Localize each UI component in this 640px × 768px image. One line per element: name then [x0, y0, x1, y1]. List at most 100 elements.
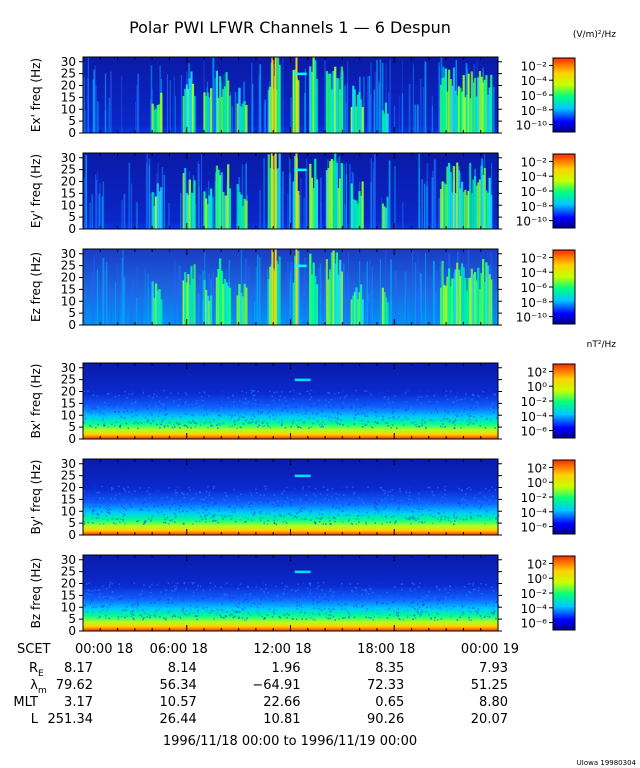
- time-tick-label: 06:00 18: [150, 642, 208, 657]
- noise-speckle: [381, 415, 384, 418]
- noise-speckle: [407, 614, 409, 617]
- noise-speckle: [293, 497, 295, 500]
- noise-speckle: [143, 612, 145, 614]
- spectrum-streak: [83, 286, 86, 325]
- noise-speckle: [192, 582, 194, 584]
- noise-speckle: [266, 401, 269, 403]
- noise-speckle: [176, 491, 178, 494]
- spectrum-streak: [212, 197, 214, 229]
- noise-speckle: [355, 604, 358, 606]
- noise-speckle: [420, 402, 422, 405]
- noise-speckle: [456, 515, 459, 518]
- noise-speckle: [137, 489, 139, 492]
- noise-speckle: [347, 411, 349, 414]
- noise-speckle: [496, 412, 498, 414]
- noise-speckle: [380, 592, 383, 595]
- noise-speckle: [249, 492, 252, 494]
- spectrum-burst: [334, 263, 337, 325]
- noise-speckle: [128, 487, 131, 490]
- noise-speckle: [464, 586, 466, 588]
- spectrum-burst: [208, 300, 211, 325]
- noise-speckle: [171, 519, 174, 521]
- spectrum-spike: [271, 249, 274, 325]
- noise-speckle: [226, 410, 229, 412]
- noise-speckle: [261, 510, 263, 512]
- spectrum-streak: [174, 95, 176, 133]
- noise-speckle: [261, 411, 264, 413]
- noise-speckle: [472, 582, 475, 584]
- noise-speckle: [265, 486, 268, 488]
- y-tick-label: 0: [68, 126, 76, 140]
- noise-speckle: [312, 599, 314, 602]
- noise-speckle: [468, 400, 471, 403]
- noise-speckle: [92, 512, 94, 515]
- noise-speckle: [207, 596, 209, 598]
- spectrum-streak: [425, 252, 427, 325]
- noise-speckle: [229, 596, 232, 599]
- spectrum-burst: [457, 170, 460, 229]
- noise-speckle: [287, 588, 289, 590]
- noise-speckle: [286, 616, 288, 619]
- spectrum-burst: [215, 70, 219, 133]
- spectrum-streak: [163, 175, 165, 229]
- noise-speckle: [221, 390, 223, 392]
- spectrum-streak: [197, 293, 200, 325]
- noise-speckle: [133, 589, 136, 591]
- noise-speckle: [402, 619, 404, 621]
- noise-speckle: [271, 395, 273, 398]
- noise-speckle: [478, 589, 480, 592]
- spectrum-burst: [187, 88, 190, 133]
- spectrum-burst: [469, 98, 472, 133]
- noise-speckle: [285, 594, 287, 597]
- noise-speckle: [201, 605, 204, 608]
- noise-speckle: [338, 501, 340, 503]
- noise-speckle: [177, 423, 180, 426]
- noise-speckle: [191, 498, 194, 500]
- noise-speckle: [430, 486, 432, 488]
- noise-speckle: [467, 600, 470, 603]
- noise-speckle: [260, 412, 262, 414]
- noise-speckle: [409, 516, 411, 519]
- noise-speckle: [259, 494, 262, 496]
- noise-speckle: [305, 402, 308, 405]
- spectrum-burst: [312, 188, 315, 229]
- noise-speckle: [418, 500, 421, 503]
- spectrum-burst: [490, 74, 493, 133]
- noise-speckle: [210, 424, 213, 426]
- spectrum-burst: [225, 72, 228, 133]
- spectrum-burst: [225, 282, 228, 325]
- noise-speckle: [488, 499, 490, 502]
- noise-speckle: [452, 421, 454, 423]
- noise-speckle: [137, 604, 139, 607]
- noise-speckle: [269, 411, 271, 413]
- noise-speckle: [131, 402, 133, 405]
- noise-speckle: [294, 590, 297, 592]
- noise-speckle: [183, 496, 186, 499]
- spectrum-streak: [102, 258, 105, 325]
- noise-speckle: [134, 392, 136, 394]
- noise-speckle: [192, 497, 194, 499]
- noise-speckle: [196, 606, 198, 608]
- noise-speckle: [130, 611, 132, 613]
- noise-speckle: [87, 495, 90, 497]
- y-tick-label: 30: [61, 247, 76, 261]
- noise-speckle: [261, 395, 263, 398]
- noise-speckle: [407, 518, 410, 520]
- y-tick-label: 20: [61, 271, 76, 285]
- noise-speckle: [149, 614, 151, 617]
- noise-speckle: [471, 606, 474, 608]
- noise-speckle: [156, 510, 158, 513]
- noise-speckle: [477, 593, 480, 596]
- spectrum-streak: [381, 62, 384, 133]
- noise-speckle: [162, 404, 165, 406]
- noise-speckle: [397, 513, 399, 515]
- colorbar-units: (V/m)²/Hz: [573, 30, 616, 40]
- noise-speckle: [436, 613, 439, 615]
- noise-speckle: [333, 585, 335, 587]
- noise-speckle: [349, 585, 352, 588]
- noise-speckle: [270, 394, 272, 397]
- noise-speckle: [159, 597, 162, 600]
- noise-speckle: [211, 597, 214, 600]
- noise-speckle: [118, 485, 120, 488]
